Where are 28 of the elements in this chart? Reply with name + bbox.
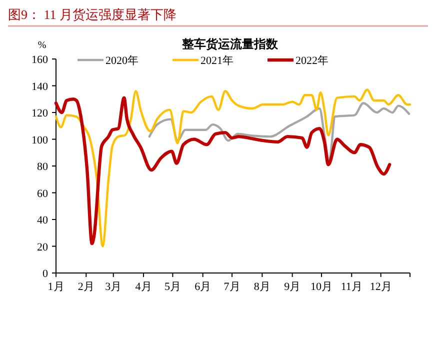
y-tick-label: 60: [37, 188, 48, 200]
x-tick-label: 12月: [370, 281, 392, 293]
x-tick-label: 3月: [105, 281, 122, 293]
x-tick-label: 2月: [78, 281, 94, 293]
x-tick-label: 10月: [310, 281, 332, 293]
chart-subtitle: 整车货运流量指数: [181, 37, 279, 51]
legend-label: 2022年: [296, 55, 328, 67]
y-tick-label: 160: [32, 54, 48, 66]
x-tick-label: 7月: [224, 281, 240, 293]
y-tick-label: 40: [37, 214, 48, 226]
chart-title: 图9： 11 月货运强度显著下降: [8, 7, 177, 22]
x-tick-label: 6月: [194, 281, 212, 293]
y-axis-title: %: [38, 40, 46, 51]
x-tick-label: 8月: [254, 281, 270, 293]
y-tick-label: 0: [42, 268, 48, 280]
y-tick-label: 140: [32, 80, 48, 93]
line-series: [148, 102, 410, 162]
y-tick-label: 100: [32, 134, 48, 146]
y-tick-label: 20: [37, 241, 48, 254]
x-tick-label: 5月: [164, 281, 181, 293]
x-tick-label: 1月: [48, 281, 64, 293]
x-tick-label: 11月: [340, 281, 362, 293]
x-tick-label: 4月: [135, 281, 152, 293]
y-tick-label: 120: [32, 108, 48, 120]
x-tick-label: 9月: [284, 281, 301, 293]
y-tick-label: 80: [37, 161, 48, 173]
legend-label: 2021年: [200, 55, 234, 67]
legend-label: 2020年: [106, 55, 138, 67]
